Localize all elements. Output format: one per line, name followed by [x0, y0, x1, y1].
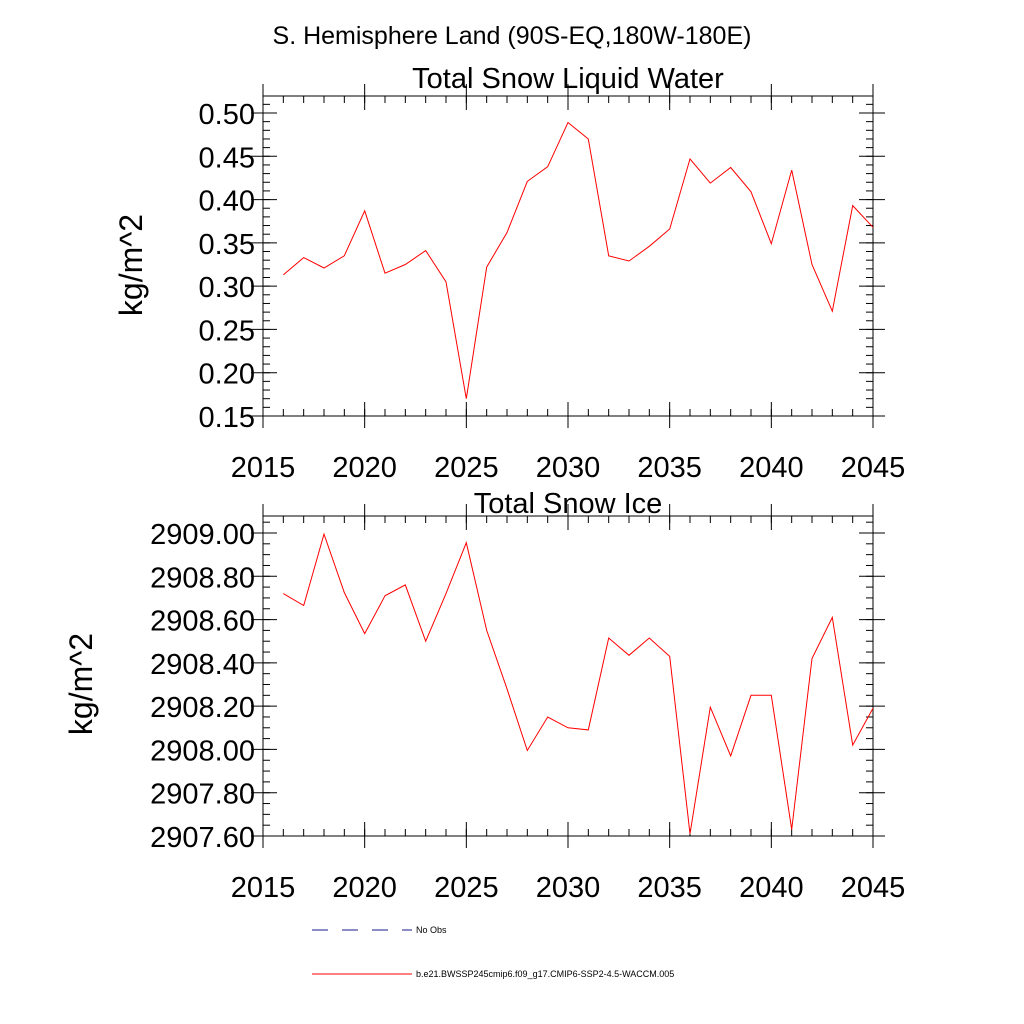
x-tick-label: 2030: [536, 872, 601, 904]
x-tick-label: 2025: [434, 452, 499, 484]
x-tick-label: 2025: [434, 872, 499, 904]
x-tick-label: 2030: [536, 452, 601, 484]
y-tick-label: 0.40: [199, 186, 255, 218]
y-axis-label: kg/m^2: [63, 633, 99, 735]
plot-frame: [262, 515, 874, 837]
y-tick-label: 2907.60: [150, 822, 255, 854]
x-tick-label: 2045: [841, 872, 906, 904]
x-tick-labels: 2015 2020 2025 2030 2035 2040 2045: [231, 452, 906, 484]
axis-ticks: [251, 84, 885, 428]
figure-title: S. Hemisphere Land (90S-EQ,180W-180E): [273, 22, 752, 50]
y-tick-label: 0.25: [199, 315, 255, 347]
x-tick-label: 2020: [332, 872, 397, 904]
y-tick-labels: 2907.60 2907.80 2908.00 2908.20 2908.40 2908.…: [150, 519, 255, 854]
series-line: [283, 532, 874, 834]
x-tick-label: 2045: [841, 452, 906, 484]
y-tick-label: 2909.00: [150, 519, 255, 551]
plot-frame: [262, 95, 874, 417]
x-tick-label: 2040: [739, 452, 804, 484]
x-tick-label: 2020: [332, 452, 397, 484]
chart-panel-snow-ice: Total Snow Ice kg/m^2 2907.602907.802908…: [63, 488, 905, 904]
series-line: [282, 121, 874, 399]
y-tick-label: 2908.60: [150, 606, 255, 638]
y-tick-label: 0.45: [199, 142, 255, 174]
legend: No Obs b.e21.BWSSP245cmip6.f09_g17.CMIP6…: [312, 925, 674, 979]
y-tick-label: 0.20: [199, 359, 255, 391]
y-tick-label: 2908.80: [150, 562, 255, 594]
y-tick-label: 2907.80: [150, 779, 255, 811]
x-tick-label: 2015: [231, 872, 296, 904]
x-tick-label: 2035: [637, 452, 702, 484]
x-tick-label: 2035: [637, 872, 702, 904]
legend-label-model: b.e21.BWSSP245cmip6.f09_g17.CMIP6-SSP2-4…: [416, 969, 674, 979]
y-tick-label: 0.50: [199, 99, 255, 131]
y-tick-label: 0.15: [199, 402, 255, 434]
series-group: [283, 532, 874, 834]
x-tick-label: 2040: [739, 872, 804, 904]
x-tick-labels: 2015 2020 2025 2030 2035 2040 2045: [231, 872, 906, 904]
y-tick-labels: 0.15 0.20 0.25 0.30 0.35 0.40 0.45 0.50: [199, 99, 255, 434]
x-tick-label: 2015: [231, 452, 296, 484]
y-tick-label: 0.35: [199, 229, 255, 261]
series-group: [282, 121, 874, 399]
y-axis-label: kg/m^2: [113, 214, 149, 316]
legend-label-no-obs: No Obs: [416, 925, 447, 935]
y-tick-label: 0.30: [199, 272, 255, 304]
y-tick-label: 2908.00: [150, 735, 255, 767]
y-tick-label: 2908.40: [150, 649, 255, 681]
chart-panel-snow-liquid-water: Total Snow Liquid Water kg/m^2 0.150.200…: [113, 63, 905, 484]
axis-ticks: [251, 504, 885, 848]
y-tick-label: 2908.20: [150, 692, 255, 724]
